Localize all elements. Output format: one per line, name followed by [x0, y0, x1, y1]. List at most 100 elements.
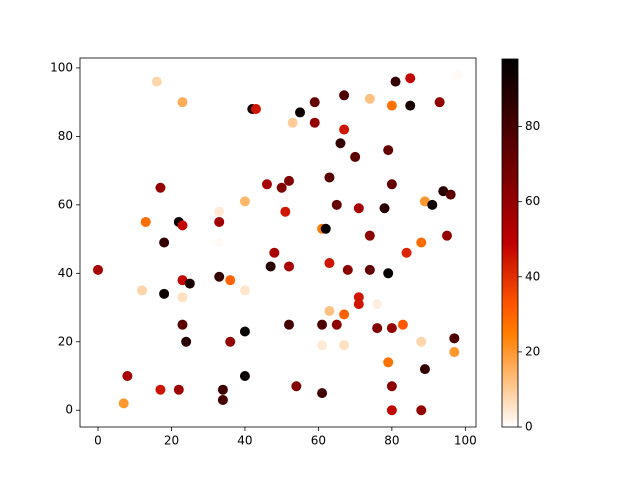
point [276, 182, 287, 193]
point [122, 370, 133, 381]
point [364, 93, 375, 104]
point [386, 381, 397, 392]
point [177, 319, 188, 330]
point [93, 264, 103, 275]
point [284, 319, 295, 330]
x-tick-label: 100 [454, 434, 477, 448]
point [386, 405, 397, 416]
point [339, 90, 350, 101]
point [280, 206, 291, 217]
point [386, 179, 397, 190]
point [386, 323, 397, 334]
point [383, 145, 394, 156]
point [353, 299, 364, 310]
point [173, 384, 184, 395]
x-tick-label: 0 [94, 434, 102, 448]
point [372, 323, 383, 334]
y-tick-label: 20 [58, 334, 73, 348]
point [364, 230, 375, 241]
point [331, 199, 342, 210]
point [453, 69, 463, 80]
point [239, 196, 250, 207]
point [118, 398, 129, 409]
point [449, 333, 460, 344]
point [159, 288, 170, 299]
point [416, 336, 427, 347]
point [383, 357, 394, 368]
point [342, 264, 353, 275]
point [372, 299, 383, 310]
point [265, 261, 276, 272]
point [379, 203, 390, 214]
point [181, 336, 192, 347]
point [217, 384, 228, 395]
point [401, 247, 412, 258]
point [364, 264, 375, 275]
x-tick-label: 80 [384, 434, 399, 448]
point [331, 319, 342, 330]
point [284, 175, 295, 186]
y-tick-label: 100 [50, 60, 73, 74]
colorbar-tick-label: 20 [525, 344, 540, 358]
point [287, 117, 298, 128]
x-tick-label: 20 [164, 434, 179, 448]
point [434, 97, 445, 108]
point [261, 179, 272, 190]
point [250, 104, 261, 115]
point [177, 220, 188, 231]
point [405, 73, 416, 84]
colorbar-tick-label: 60 [525, 194, 540, 208]
point [225, 336, 236, 347]
point [324, 258, 335, 269]
point [214, 271, 225, 282]
axes-frame [79, 57, 477, 428]
point [225, 275, 236, 286]
colorbar-tick-label: 0 [525, 420, 533, 434]
colorbar-tick-label: 80 [525, 119, 540, 133]
y-tick-label: 80 [58, 129, 73, 143]
point [137, 285, 148, 296]
x-tick-label: 40 [237, 434, 252, 448]
points [93, 69, 463, 416]
point [416, 405, 427, 416]
colorbar [501, 58, 519, 428]
point [353, 292, 364, 303]
point [441, 230, 452, 241]
colorbar-tick-label: 40 [525, 269, 540, 283]
point [177, 292, 188, 303]
point [214, 237, 225, 248]
point [317, 388, 328, 399]
point [386, 100, 397, 111]
point [155, 384, 166, 395]
point [397, 319, 408, 330]
point [184, 278, 195, 289]
point [269, 247, 280, 258]
y-tick-label: 0 [65, 403, 73, 417]
y-tick-label: 60 [58, 197, 73, 211]
point [405, 100, 416, 111]
point [151, 76, 162, 87]
point [353, 203, 364, 214]
point [427, 199, 438, 210]
point [214, 216, 225, 227]
point [320, 223, 331, 234]
point [339, 340, 350, 351]
point [317, 319, 328, 330]
point [324, 172, 335, 183]
point [214, 206, 225, 217]
point [155, 182, 166, 193]
point [390, 76, 401, 87]
point [284, 261, 295, 272]
point [291, 381, 302, 392]
point [324, 305, 335, 316]
y-tick-label: 40 [58, 266, 73, 280]
point [416, 237, 427, 248]
point [217, 394, 228, 405]
point [335, 138, 346, 149]
point [449, 347, 460, 358]
point [383, 268, 394, 279]
point [309, 117, 320, 128]
point [309, 97, 320, 108]
point [295, 107, 306, 118]
